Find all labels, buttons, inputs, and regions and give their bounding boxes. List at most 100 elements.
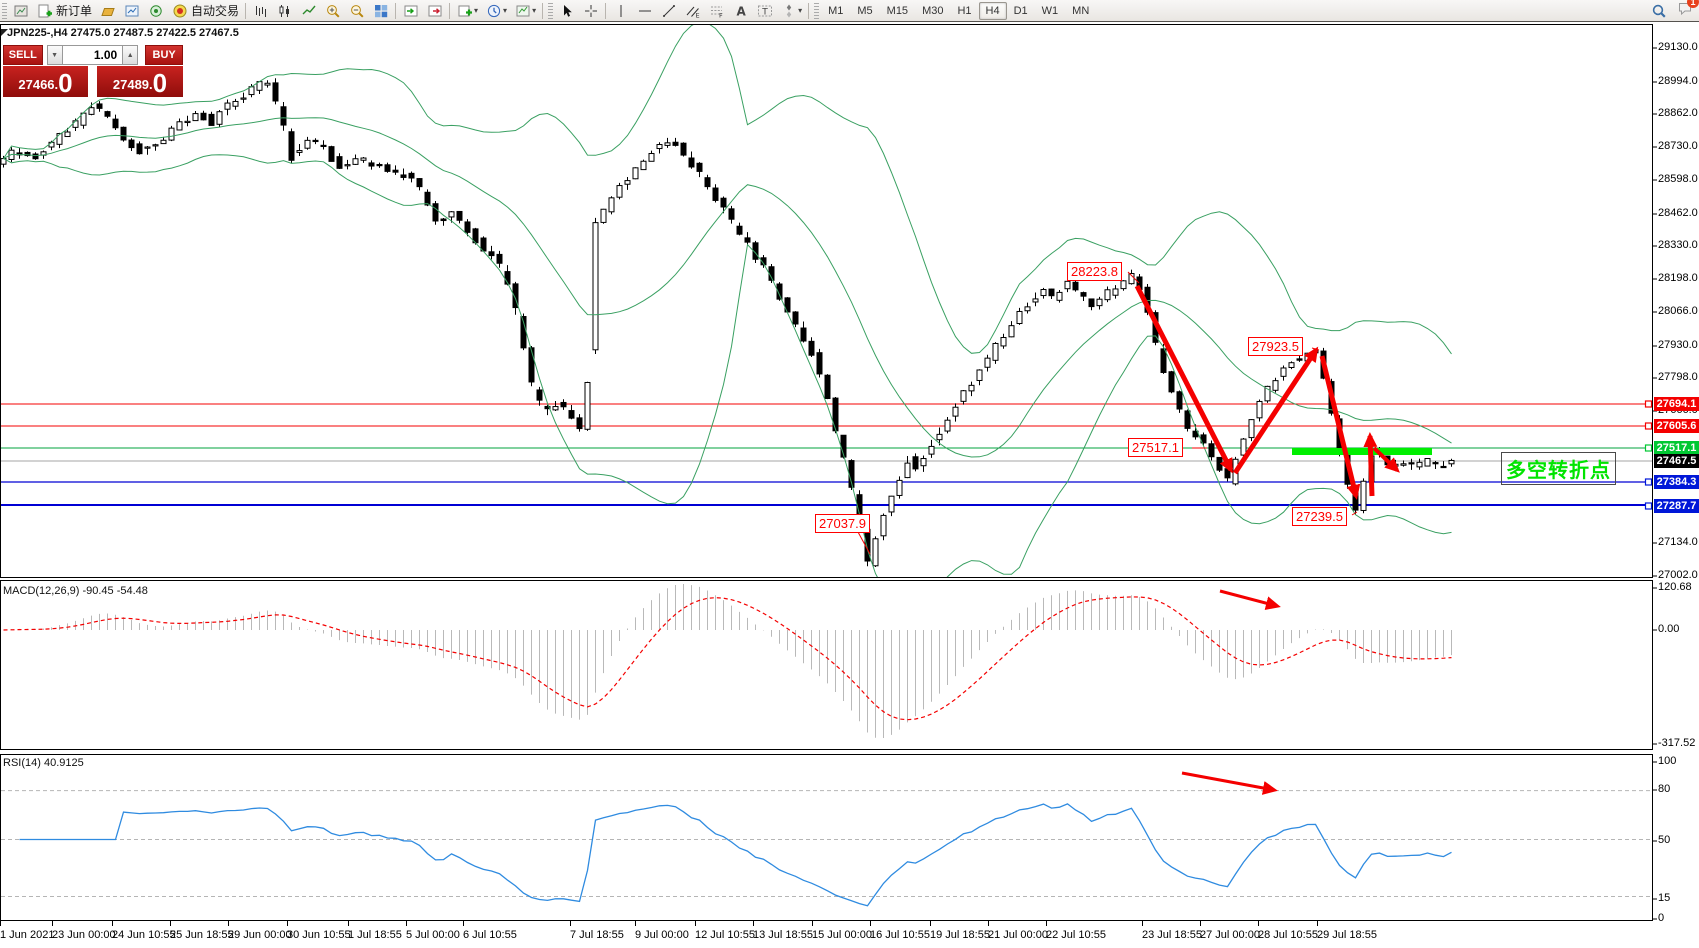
periods-dropdown[interactable]: ▾ <box>482 0 511 21</box>
text-icon: A <box>733 3 749 19</box>
timeframe-m15-button[interactable]: M15 <box>886 4 909 17</box>
time-axis-label: 9 Jul 00:00 <box>635 929 689 941</box>
toolbar-drag-handle[interactable] <box>814 2 820 19</box>
dropdown-arrow-icon[interactable]: ▾ <box>503 6 508 15</box>
svg-text:E: E <box>696 11 700 19</box>
tile-windows-icon[interactable] <box>369 0 393 21</box>
rsi-axis-label: 50 <box>1658 834 1671 846</box>
price-axis-label: 28730.0 <box>1658 140 1698 152</box>
time-axis-label: 15 Jul 00:00 <box>812 929 872 941</box>
timeframe-m1-button[interactable]: M1 <box>828 4 844 17</box>
timeframe-h1-button[interactable]: H1 <box>957 4 972 17</box>
toolbar-drag-handle[interactable] <box>2 2 7 19</box>
cursor-icon[interactable] <box>555 0 579 21</box>
auto-trading-button[interactable]: 自动交易 <box>168 0 243 21</box>
sell-price-display[interactable]: 27466. 0 <box>3 66 88 97</box>
chart-shift-icon <box>427 3 443 19</box>
price-annotation-label[interactable]: 28223.8 <box>1067 262 1122 281</box>
line-chart-icon <box>301 3 317 19</box>
dropdown-arrow-icon[interactable]: ▾ <box>474 6 479 15</box>
timeframe-m5-button[interactable]: M5 <box>857 4 873 17</box>
price-annotation-label[interactable]: 27239.5 <box>1292 507 1347 526</box>
buy-price-display[interactable]: 27489. 0 <box>97 66 183 97</box>
candlestick-icon[interactable] <box>273 0 297 21</box>
lot-size-input[interactable]: 1.00 <box>62 45 123 65</box>
bar-chart-icon[interactable] <box>249 0 273 21</box>
price-axis-label: 28862.0 <box>1658 107 1698 119</box>
new-order-button[interactable]: 新订单 <box>33 0 96 21</box>
timeframe-w1-button[interactable]: W1 <box>1041 4 1059 17</box>
notification-count-badge: 1 <box>1687 0 1699 8</box>
vertical-line-icon[interactable] <box>609 0 633 21</box>
time-axis-label: 28 Jul 10:55 <box>1258 929 1318 941</box>
profiles-icon <box>100 3 116 19</box>
zoom-out-icon <box>349 3 365 19</box>
search-button[interactable] <box>1647 0 1671 21</box>
sell-price-main: 27466. <box>18 77 59 92</box>
rsi-axis-label: 15 <box>1658 892 1671 904</box>
crosshair-icon[interactable] <box>579 0 603 21</box>
line-chart-icon[interactable] <box>297 0 321 21</box>
signals-icon[interactable] <box>144 0 168 21</box>
lot-decrease-button[interactable]: ▼ <box>46 45 63 65</box>
time-axis-label: 23 Jul 18:55 <box>1142 929 1202 941</box>
price-tag: 27384.3 <box>1654 475 1699 489</box>
fibonacci-icon[interactable]: F <box>705 0 729 21</box>
time-axis-label: 13 Jul 18:55 <box>753 929 813 941</box>
new-chart-dropdown[interactable]: ▾ <box>453 0 482 21</box>
price-annotation-label[interactable]: 27923.5 <box>1248 337 1303 356</box>
horizontal-line-icon[interactable] <box>633 0 657 21</box>
dropdown-arrow-icon[interactable]: ▾ <box>798 6 803 15</box>
label-icon: T <box>757 3 773 19</box>
market-watch-icon[interactable] <box>120 0 144 21</box>
market-watch-icon <box>124 3 140 19</box>
timeframe-mn-button[interactable]: MN <box>1072 4 1090 17</box>
trendline-icon <box>661 3 677 19</box>
template-icon <box>515 3 531 19</box>
clock-icon <box>486 3 502 19</box>
bull-bear-turning-point-note[interactable]: 多空转折点 <box>1501 452 1616 485</box>
new-order-button-label: 新订单 <box>56 4 93 18</box>
templates-dropdown[interactable]: ▾ <box>511 0 540 21</box>
toolbar-drag-handle[interactable] <box>548 2 554 19</box>
buy-button[interactable]: BUY <box>145 45 183 65</box>
price-annotation-label[interactable]: 27517.1 <box>1128 438 1183 457</box>
vline-icon <box>613 3 629 19</box>
timeframe-d1-button[interactable]: D1 <box>1013 4 1028 17</box>
price-annotation-label[interactable]: 27037.9 <box>815 514 870 533</box>
profiles-icon[interactable] <box>96 0 120 21</box>
signals-icon <box>148 3 164 19</box>
search-icon <box>1651 3 1667 19</box>
zoom-in-icon[interactable] <box>321 0 345 21</box>
time-axis-label: 6 Jul 10:55 <box>463 929 517 941</box>
one-click-trade-panel: SELL ▼ 1.00 ▲ BUY 27466. 0 27489. 0 <box>3 45 183 97</box>
text-label-icon[interactable]: T <box>753 0 777 21</box>
new-chart-icon <box>457 3 473 19</box>
timeframe-m30-button[interactable]: M30 <box>922 4 944 17</box>
macd-axis-label: -317.52 <box>1658 737 1696 749</box>
trendline-icon[interactable] <box>657 0 681 21</box>
text-icon[interactable]: A <box>729 0 753 21</box>
chart-shift-icon[interactable] <box>423 0 447 21</box>
notifications-button[interactable]: 1 <box>1677 0 1699 21</box>
lot-increase-button[interactable]: ▲ <box>122 45 139 65</box>
sell-button[interactable]: SELL <box>3 45 43 65</box>
chart-window-icon[interactable] <box>9 0 33 21</box>
one-click-toggle-icon[interactable] <box>1 29 8 36</box>
timeframe-h4-button[interactable]: H4 <box>978 1 1007 20</box>
rsi-axis-label: 100 <box>1658 755 1677 767</box>
auto-scroll-icon[interactable] <box>399 0 423 21</box>
price-tag: 27694.1 <box>1654 397 1699 411</box>
equidistant-channel-icon[interactable]: E <box>681 0 705 21</box>
zoom-out-icon[interactable] <box>345 0 369 21</box>
channel-icon: E <box>685 3 701 19</box>
symbol-ohlc-header: JPN225-,H4 27475.0 27487.5 27422.5 27467… <box>7 27 239 39</box>
auto-trading-icon <box>172 3 188 19</box>
dropdown-arrow-icon[interactable]: ▾ <box>532 6 537 15</box>
time-axis-label: 21 Jul 00:00 <box>988 929 1048 941</box>
time-axis-label: 12 Jul 10:55 <box>695 929 755 941</box>
price-axis-label: 28198.0 <box>1658 272 1698 284</box>
time-axis-label: 29 Jun 00:00 <box>228 929 292 941</box>
arrows-dropdown[interactable]: ▾ <box>777 0 806 21</box>
